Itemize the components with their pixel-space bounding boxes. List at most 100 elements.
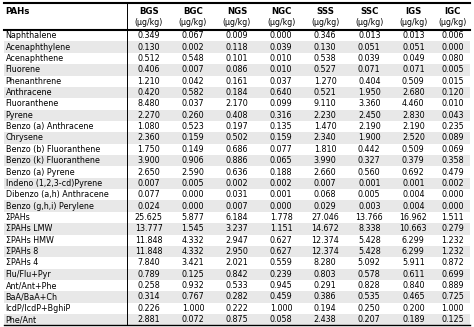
Bar: [4, 314, 470, 325]
Text: 0.051: 0.051: [402, 43, 425, 52]
Text: 3.900: 3.900: [137, 156, 160, 165]
Text: 0.072: 0.072: [182, 315, 204, 324]
Bar: [4, 234, 470, 246]
Text: 0.578: 0.578: [358, 270, 381, 279]
Text: (μg/kg): (μg/kg): [311, 18, 339, 27]
Text: 0.767: 0.767: [182, 292, 204, 301]
Text: 0.379: 0.379: [402, 156, 425, 165]
Text: 0.194: 0.194: [314, 304, 337, 313]
Text: 2.950: 2.950: [226, 247, 248, 256]
Bar: [4, 166, 470, 178]
Text: 0.875: 0.875: [226, 315, 248, 324]
Text: 0.080: 0.080: [442, 54, 464, 63]
Text: Acenaphthylene: Acenaphthylene: [6, 43, 71, 52]
Text: 0.159: 0.159: [270, 133, 292, 143]
Text: 2.881: 2.881: [137, 315, 160, 324]
Text: 0.886: 0.886: [226, 156, 248, 165]
Text: 0.611: 0.611: [402, 270, 425, 279]
Text: ΣPAHs: ΣPAHs: [6, 213, 30, 222]
Text: (μg/kg): (μg/kg): [135, 18, 163, 27]
Bar: [4, 257, 470, 268]
Text: 0.314: 0.314: [137, 292, 160, 301]
Text: 0.002: 0.002: [270, 179, 292, 188]
Text: 1.511: 1.511: [441, 213, 464, 222]
Text: 0.000: 0.000: [442, 43, 464, 52]
Bar: [4, 291, 470, 303]
Text: 0.479: 0.479: [441, 167, 464, 177]
Text: 0.001: 0.001: [402, 179, 425, 188]
Text: 1.270: 1.270: [314, 77, 337, 86]
Text: (μg/kg): (μg/kg): [179, 18, 207, 27]
Text: 0.346: 0.346: [314, 31, 337, 40]
Text: 0.007: 0.007: [137, 179, 160, 188]
Text: ΣPAHs 8: ΣPAHs 8: [6, 247, 38, 256]
Text: (μg/kg): (μg/kg): [399, 18, 428, 27]
Text: 0.533: 0.533: [226, 281, 248, 290]
Text: 0.459: 0.459: [270, 292, 292, 301]
Bar: [4, 280, 470, 291]
Text: (μg/kg): (μg/kg): [355, 18, 383, 27]
Text: 14.672: 14.672: [311, 224, 339, 233]
Text: 0.406: 0.406: [137, 65, 160, 74]
Text: Chrysene: Chrysene: [6, 133, 44, 143]
Text: 27.046: 27.046: [311, 213, 339, 222]
Text: 0.512: 0.512: [137, 54, 160, 63]
Text: 11.848: 11.848: [135, 247, 163, 256]
Text: 0.222: 0.222: [226, 304, 248, 313]
Text: 0.037: 0.037: [270, 77, 292, 86]
Text: 0.502: 0.502: [226, 133, 248, 143]
Text: 0.260: 0.260: [182, 111, 204, 120]
Text: (μg/kg): (μg/kg): [438, 18, 467, 27]
Text: 6.299: 6.299: [402, 236, 425, 245]
Text: ΣPAHs HMW: ΣPAHs HMW: [6, 236, 54, 245]
Text: 7.840: 7.840: [137, 258, 160, 267]
Text: 1.232: 1.232: [441, 247, 464, 256]
Text: 0.582: 0.582: [182, 88, 204, 97]
Text: 0.872: 0.872: [441, 258, 464, 267]
Text: 0.560: 0.560: [358, 167, 381, 177]
Text: 0.404: 0.404: [358, 77, 381, 86]
Text: 0.828: 0.828: [358, 281, 381, 290]
Text: 0.049: 0.049: [402, 54, 425, 63]
Text: 0.009: 0.009: [226, 31, 248, 40]
Text: SSS: SSS: [316, 7, 334, 16]
Text: 0.068: 0.068: [314, 190, 337, 199]
Text: 13.766: 13.766: [356, 213, 383, 222]
Text: 8.338: 8.338: [358, 224, 381, 233]
Text: 0.042: 0.042: [182, 77, 204, 86]
Text: 0.161: 0.161: [226, 77, 248, 86]
Text: 0.031: 0.031: [226, 190, 248, 199]
Text: 0.527: 0.527: [314, 65, 337, 74]
Text: 0.636: 0.636: [226, 167, 248, 177]
Text: 12.374: 12.374: [311, 247, 339, 256]
Text: Benzo (a) Pyrene: Benzo (a) Pyrene: [6, 167, 74, 177]
Bar: [4, 155, 470, 166]
Bar: [4, 132, 470, 144]
Text: Benzo (b) Fluoranthene: Benzo (b) Fluoranthene: [6, 145, 100, 154]
Text: 16.962: 16.962: [400, 213, 427, 222]
Text: 0.789: 0.789: [137, 270, 160, 279]
Text: Fluorene: Fluorene: [6, 65, 41, 74]
Text: 0.058: 0.058: [270, 315, 292, 324]
Text: 2.360: 2.360: [137, 133, 160, 143]
Text: 0.039: 0.039: [270, 43, 292, 52]
Text: 5.092: 5.092: [358, 258, 381, 267]
Text: 0.559: 0.559: [270, 258, 292, 267]
Text: 2.021: 2.021: [226, 258, 248, 267]
Text: 0.149: 0.149: [182, 145, 204, 154]
Bar: [4, 178, 470, 189]
Text: 0.349: 0.349: [137, 31, 160, 40]
Text: 0.159: 0.159: [182, 133, 204, 143]
Text: 0.226: 0.226: [137, 304, 160, 313]
Text: 0.010: 0.010: [270, 54, 292, 63]
Bar: [4, 303, 470, 314]
Text: 0.188: 0.188: [270, 167, 292, 177]
Text: 11.848: 11.848: [135, 236, 163, 245]
Text: 0.071: 0.071: [358, 65, 381, 74]
Text: 0.007: 0.007: [314, 179, 337, 188]
Text: 0.235: 0.235: [441, 122, 464, 131]
Text: 0.420: 0.420: [137, 88, 160, 97]
Text: 0.000: 0.000: [442, 190, 464, 199]
Text: 0.130: 0.130: [137, 43, 160, 52]
Text: (μg/kg): (μg/kg): [267, 18, 295, 27]
